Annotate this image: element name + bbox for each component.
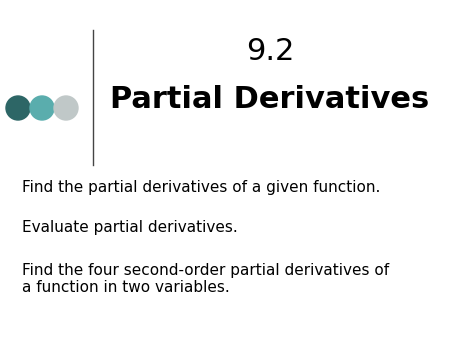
Text: Partial Derivatives: Partial Derivatives — [110, 86, 430, 115]
Text: Evaluate partial derivatives.: Evaluate partial derivatives. — [22, 220, 238, 235]
Circle shape — [6, 96, 30, 120]
Text: Find the four second-order partial derivatives of
a function in two variables.: Find the four second-order partial deriv… — [22, 263, 389, 295]
Text: Find the partial derivatives of a given function.: Find the partial derivatives of a given … — [22, 180, 380, 195]
Circle shape — [54, 96, 78, 120]
Circle shape — [30, 96, 54, 120]
Text: 9.2: 9.2 — [246, 38, 294, 67]
